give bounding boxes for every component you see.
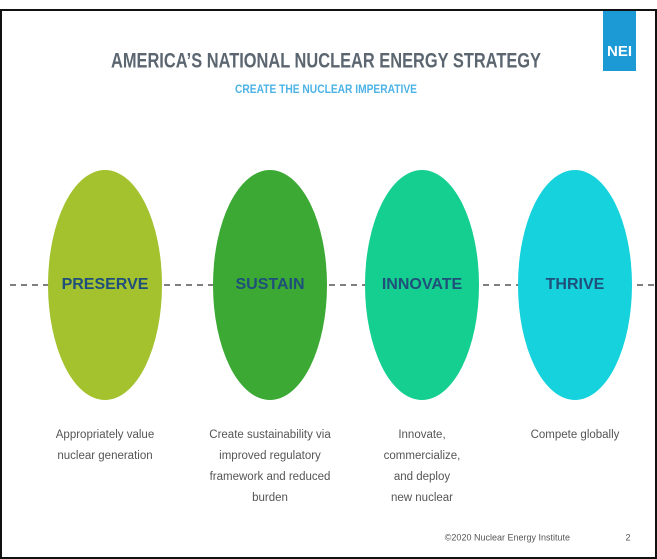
slide-title: AMERICA’S NATIONAL NUCLEAR ENERGY STRATE… [111, 50, 541, 73]
pillars: PRESERVE Appropriately value nuclear gener… [48, 170, 632, 504]
pillar-description: Compete globally [531, 429, 620, 441]
pillar-ellipse [365, 170, 479, 400]
pillar-ellipse [518, 170, 632, 400]
pillar-description: and deploy [394, 471, 451, 483]
pillar-label: INNOVATE [382, 276, 463, 293]
pillar-description: Innovate, [398, 429, 445, 441]
pillar-label: SUSTAIN [235, 276, 304, 293]
slide-subtitle: CREATE THE NUCLEAR IMPERATIVE [235, 82, 417, 96]
pillar-label: THRIVE [546, 276, 605, 293]
pillar-description: commercialize, [384, 450, 461, 462]
pillar-description: new nuclear [391, 492, 453, 504]
pillar-label: PRESERVE [62, 276, 149, 293]
pillar-description: Create sustainability via [209, 429, 331, 441]
pillar-description: nuclear generation [57, 450, 152, 462]
pillar-ellipse [213, 170, 327, 400]
pillar-description: Appropriately value [56, 429, 154, 441]
logo-box [603, 11, 636, 71]
pillar-description: burden [252, 492, 288, 504]
pillar-ellipse [48, 170, 162, 400]
footer-copyright: ©2020 Nuclear Energy Institute [445, 532, 570, 542]
pillar-description: framework and reduced [210, 471, 331, 483]
logo-text: NEI [607, 43, 632, 60]
page-number: 2 [625, 532, 630, 542]
pillar-description: improved regulatory [219, 450, 321, 462]
